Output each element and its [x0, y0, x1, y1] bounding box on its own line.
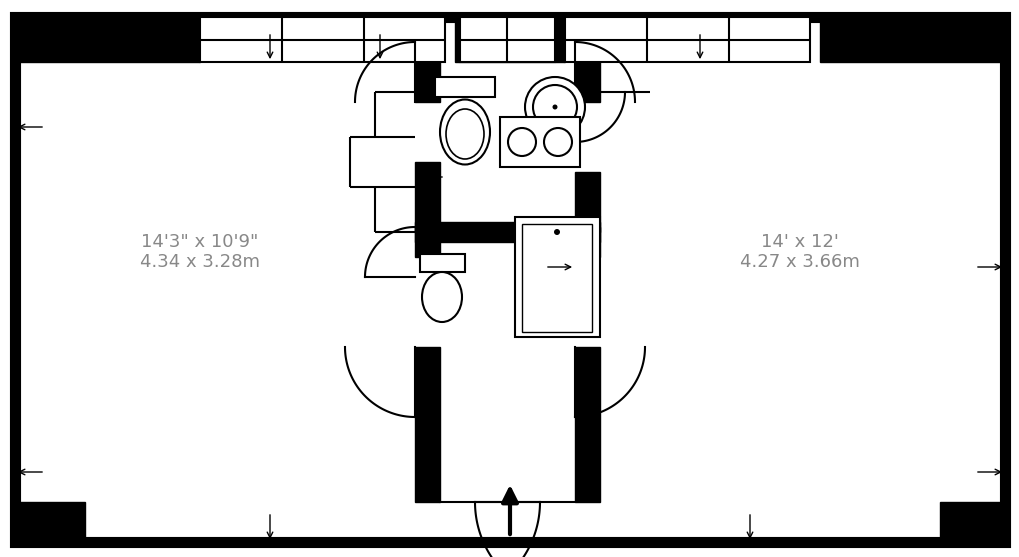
Bar — [515, 217, 599, 337]
Bar — [522, 224, 591, 332]
Circle shape — [552, 105, 557, 110]
Bar — [575, 172, 599, 232]
Bar — [575, 62, 599, 102]
Bar — [819, 17, 1004, 62]
Bar — [415, 347, 439, 502]
Text: 4.27 x 3.66m: 4.27 x 3.66m — [740, 253, 859, 271]
Bar — [15, 502, 85, 542]
Bar — [565, 17, 809, 62]
Bar — [200, 17, 444, 62]
Bar — [415, 227, 439, 257]
Bar — [940, 502, 1004, 542]
Circle shape — [543, 128, 572, 156]
Bar — [15, 17, 200, 62]
Bar — [415, 162, 439, 232]
Text: 4.34 x 3.28m: 4.34 x 3.28m — [140, 253, 260, 271]
Ellipse shape — [422, 272, 462, 322]
Ellipse shape — [445, 109, 484, 159]
Bar — [434, 77, 494, 97]
Bar — [454, 17, 565, 62]
Text: 14'3" x 10'9": 14'3" x 10'9" — [142, 233, 259, 251]
Circle shape — [507, 128, 535, 156]
Circle shape — [553, 229, 559, 235]
Bar — [575, 227, 599, 257]
Text: 14' x 12': 14' x 12' — [760, 233, 838, 251]
Bar — [460, 17, 554, 62]
Bar — [420, 254, 465, 272]
Bar — [415, 222, 599, 242]
Bar — [499, 117, 580, 167]
Bar — [575, 347, 599, 502]
Bar — [415, 62, 439, 102]
Ellipse shape — [439, 100, 489, 164]
Circle shape — [525, 77, 585, 137]
Circle shape — [533, 85, 577, 129]
